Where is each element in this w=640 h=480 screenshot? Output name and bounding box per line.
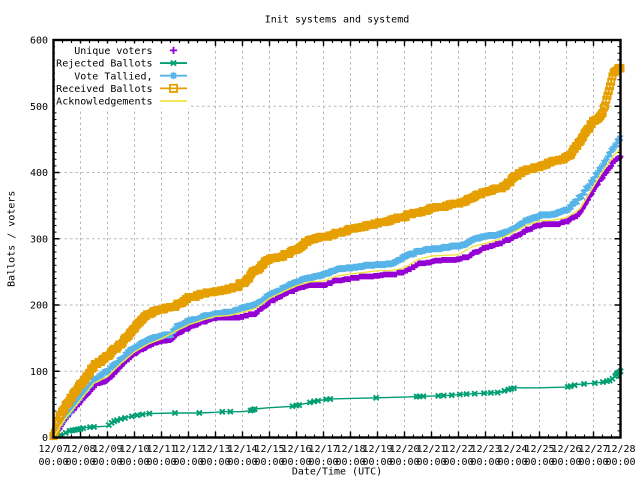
x-tick-sublabel: 00:00 xyxy=(92,457,122,468)
x-tick-label: 12/07 xyxy=(38,444,68,455)
x-tick-sublabel: 00:00 xyxy=(335,457,365,468)
x-tick-sublabel: 00:00 xyxy=(551,457,581,468)
plot-border xyxy=(52,38,622,439)
x-tick-label: 12/09 xyxy=(92,444,122,455)
x-tick-sublabel: 00:00 xyxy=(119,457,149,468)
y-tick-label: 300 xyxy=(30,234,48,245)
legend-label: Acknowledgements xyxy=(56,97,152,108)
series-line-1 xyxy=(53,156,622,438)
x-tick-sublabel: 00:00 xyxy=(308,457,338,468)
x-tick-sublabel: 00:00 xyxy=(389,457,419,468)
x-tick-sublabel: 00:00 xyxy=(146,457,176,468)
x-tick-sublabel: 00:00 xyxy=(470,457,500,468)
x-tick-sublabel: 00:00 xyxy=(200,457,230,468)
y-tick-label: 200 xyxy=(30,301,48,312)
legend-label: Unique voters xyxy=(74,46,152,57)
x-tick-label: 12/11 xyxy=(146,444,176,455)
x-tick-sublabel: 00:00 xyxy=(38,457,68,468)
x-tick-sublabel: 00:00 xyxy=(227,457,257,468)
series-markers-1 xyxy=(50,153,624,440)
series-markers-2 xyxy=(51,368,624,441)
chart-title: Init systems and systemd xyxy=(265,15,410,26)
legend-marker xyxy=(169,83,178,93)
legend-label: Received Ballots xyxy=(56,84,152,95)
x-tick-sublabel: 00:00 xyxy=(173,457,203,468)
x-tick-label: 12/13 xyxy=(200,444,230,455)
x-tick-sublabel: 00:00 xyxy=(65,457,95,468)
x-tick-sublabel: 00:00 xyxy=(254,457,284,468)
x-tick-label: 12/19 xyxy=(362,444,392,455)
x-tick-sublabel: 00:00 xyxy=(362,457,392,468)
y-tick-label: 600 xyxy=(30,36,48,47)
y-tick-label: 100 xyxy=(30,367,48,378)
legend-marker xyxy=(169,46,178,54)
x-tick-label: 12/23 xyxy=(470,444,500,455)
x-tick-sublabel: 00:00 xyxy=(578,457,608,468)
y-axis-label: Ballots / voters xyxy=(7,191,18,287)
legend-marker xyxy=(170,59,177,67)
series-line-2 xyxy=(53,370,621,439)
x-tick-sublabel: 00:00 xyxy=(605,457,635,468)
y-tick-label: 0 xyxy=(42,433,48,444)
x-tick-label: 12/27 xyxy=(578,444,608,455)
x-tick-label: 12/10 xyxy=(119,444,149,455)
legend-marker xyxy=(170,72,177,80)
y-tick-label: 500 xyxy=(30,102,48,113)
x-tick-label: 12/24 xyxy=(497,444,527,455)
y-tick-label: 400 xyxy=(30,168,48,179)
x-tick-sublabel: 00:00 xyxy=(524,457,554,468)
x-tick-label: 12/26 xyxy=(551,444,581,455)
x-tick-label: 12/15 xyxy=(254,444,284,455)
x-tick-label: 12/17 xyxy=(308,444,338,455)
series-line-5 xyxy=(52,148,621,438)
series-markers-4 xyxy=(49,63,625,441)
x-tick-label: 12/12 xyxy=(173,444,203,455)
series-line-3 xyxy=(53,137,621,437)
legend-label: Rejected Ballots xyxy=(56,59,152,70)
x-tick-label: 12/18 xyxy=(335,444,365,455)
series-line-4 xyxy=(52,66,622,437)
x-tick-label: 12/25 xyxy=(524,444,554,455)
x-tick-label: 12/21 xyxy=(416,444,446,455)
x-tick-label: 12/14 xyxy=(227,444,257,455)
x-tick-sublabel: 00:00 xyxy=(497,457,527,468)
x-tick-label: 12/28 xyxy=(605,444,635,455)
x-axis-label: Date/Time (UTC) xyxy=(292,466,382,477)
x-tick-sublabel: 00:00 xyxy=(281,457,311,468)
series-markers-3 xyxy=(50,134,624,440)
x-tick-sublabel: 00:00 xyxy=(443,457,473,468)
x-tick-label: 12/08 xyxy=(65,444,95,455)
x-tick-label: 12/22 xyxy=(443,444,473,455)
legend-label: Vote Tallied, xyxy=(74,71,152,82)
x-tick-sublabel: 00:00 xyxy=(416,457,446,468)
x-tick-label: 12/20 xyxy=(389,444,419,455)
x-tick-label: 12/16 xyxy=(281,444,311,455)
